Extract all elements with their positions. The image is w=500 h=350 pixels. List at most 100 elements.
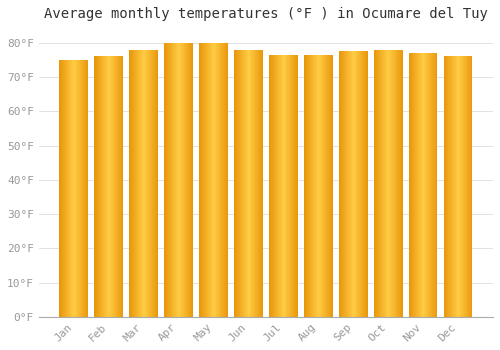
Bar <box>95 56 96 317</box>
Bar <box>176 43 177 317</box>
Bar <box>250 50 251 317</box>
Bar <box>306 55 307 317</box>
Bar <box>280 55 281 317</box>
Bar <box>96 56 98 317</box>
Bar <box>245 50 246 317</box>
Bar <box>149 50 150 317</box>
Bar <box>421 53 422 317</box>
Bar <box>217 43 218 317</box>
Bar <box>463 56 464 317</box>
Bar <box>278 55 279 317</box>
Bar <box>367 51 368 317</box>
Bar <box>347 51 348 317</box>
Bar <box>174 43 175 317</box>
Bar <box>186 43 187 317</box>
Bar <box>395 50 396 317</box>
Bar <box>118 56 119 317</box>
Bar <box>415 53 416 317</box>
Bar <box>249 50 250 317</box>
Bar <box>305 55 306 317</box>
Bar <box>120 56 121 317</box>
Bar <box>340 51 341 317</box>
Bar <box>307 55 308 317</box>
Bar <box>253 50 254 317</box>
Bar <box>286 55 287 317</box>
Bar <box>315 55 316 317</box>
Bar <box>381 50 382 317</box>
Bar <box>188 43 189 317</box>
Bar <box>397 50 398 317</box>
Bar <box>275 55 276 317</box>
Bar <box>309 55 310 317</box>
Bar <box>383 50 384 317</box>
Bar <box>63 60 64 317</box>
Bar <box>461 56 462 317</box>
Bar <box>171 43 172 317</box>
Bar <box>242 50 244 317</box>
Bar <box>170 43 171 317</box>
Bar <box>215 43 216 317</box>
Bar <box>136 50 137 317</box>
Bar <box>169 43 170 317</box>
Bar <box>84 60 85 317</box>
Bar <box>85 60 86 317</box>
Bar <box>76 60 77 317</box>
Bar <box>152 50 153 317</box>
Bar <box>343 51 344 317</box>
Bar <box>205 43 206 317</box>
Bar <box>256 50 257 317</box>
Bar <box>114 56 115 317</box>
Bar <box>144 50 145 317</box>
Bar <box>248 50 249 317</box>
Bar <box>346 51 347 317</box>
Bar <box>453 56 454 317</box>
Bar <box>73 60 74 317</box>
Bar <box>204 43 205 317</box>
Bar <box>226 43 228 317</box>
Bar <box>308 55 309 317</box>
Bar <box>201 43 202 317</box>
Bar <box>155 50 156 317</box>
Bar <box>330 55 331 317</box>
Bar <box>452 56 453 317</box>
Bar <box>391 50 392 317</box>
Bar <box>82 60 83 317</box>
Bar <box>451 56 452 317</box>
Bar <box>69 60 70 317</box>
Bar <box>386 50 387 317</box>
Bar <box>470 56 472 317</box>
Bar <box>139 50 140 317</box>
Bar <box>460 56 461 317</box>
Bar <box>325 55 326 317</box>
Bar <box>277 55 278 317</box>
Bar <box>414 53 415 317</box>
Bar <box>314 55 315 317</box>
Bar <box>224 43 225 317</box>
Bar <box>80 60 81 317</box>
Bar <box>366 51 367 317</box>
Bar <box>102 56 103 317</box>
Bar <box>74 60 75 317</box>
Bar <box>167 43 168 317</box>
Bar <box>251 50 252 317</box>
Bar <box>418 53 419 317</box>
Bar <box>389 50 390 317</box>
Bar <box>65 60 66 317</box>
Bar <box>379 50 380 317</box>
Bar <box>240 50 241 317</box>
Bar <box>60 60 61 317</box>
Bar <box>354 51 355 317</box>
Bar <box>342 51 343 317</box>
Bar <box>214 43 215 317</box>
Bar <box>211 43 212 317</box>
Bar <box>261 50 262 317</box>
Bar <box>87 60 88 317</box>
Bar <box>355 51 356 317</box>
Bar <box>208 43 209 317</box>
Bar <box>100 56 102 317</box>
Bar <box>416 53 417 317</box>
Bar <box>410 53 411 317</box>
Bar <box>364 51 366 317</box>
Bar <box>153 50 154 317</box>
Bar <box>241 50 242 317</box>
